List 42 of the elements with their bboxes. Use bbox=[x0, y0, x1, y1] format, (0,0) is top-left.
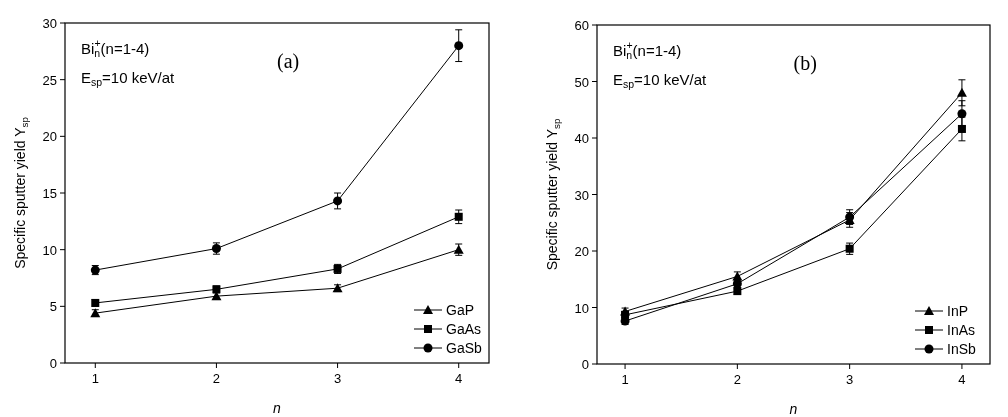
y-tick-label: 20 bbox=[574, 244, 589, 259]
y-tick-label: 0 bbox=[581, 357, 589, 372]
x-tick-label: 2 bbox=[212, 371, 221, 386]
legend-label: GaP bbox=[446, 302, 475, 318]
x-tick-label: 3 bbox=[846, 372, 854, 387]
y-tick-label: 5 bbox=[49, 299, 57, 315]
point bbox=[454, 41, 464, 51]
x-tick-label: 1 bbox=[91, 371, 99, 386]
x-tick-label: 3 bbox=[333, 371, 342, 386]
x-tick-label: 1 bbox=[621, 372, 629, 387]
y-tick-label: 30 bbox=[574, 187, 589, 203]
x-tick-label: 4 bbox=[958, 372, 966, 387]
y-tick-label: 25 bbox=[42, 72, 57, 88]
y-tick-label: 50 bbox=[574, 74, 589, 90]
annotation: (b) bbox=[793, 52, 817, 75]
point bbox=[956, 87, 967, 97]
annotation: Bi$_{n}$$^{+}$(n=1-4) bbox=[81, 37, 150, 60]
x-axis-title: n bbox=[789, 401, 798, 417]
point bbox=[620, 306, 631, 316]
point bbox=[333, 196, 343, 206]
point bbox=[957, 124, 966, 133]
x-tick-label: 2 bbox=[733, 372, 741, 387]
legend-label: InSb bbox=[947, 341, 977, 357]
y-tick-label: 0 bbox=[49, 356, 57, 371]
legend-label: GaAs bbox=[446, 321, 482, 337]
y-tick-label: 60 bbox=[574, 18, 589, 33]
annotation: Bi$_{n}$$^{+}$(n=1-4) bbox=[613, 39, 682, 62]
legend-label: InAs bbox=[947, 322, 976, 338]
point bbox=[454, 212, 463, 221]
annotation: E$_{sp}$=10 keV/at bbox=[81, 69, 176, 89]
y-tick-label: 20 bbox=[42, 129, 57, 145]
legend-label: GaSb bbox=[446, 340, 483, 356]
y-tick-label: 15 bbox=[42, 186, 57, 201]
y-tick-label: 10 bbox=[574, 300, 589, 316]
legend-label: InP bbox=[947, 303, 969, 319]
annotation: E$_{sp}$=10 keV/at bbox=[613, 71, 708, 91]
x-axis-title: n bbox=[273, 400, 282, 416]
x-tick-label: 4 bbox=[455, 371, 463, 386]
y-tick-label: 40 bbox=[574, 131, 589, 146]
y-tick-label: 10 bbox=[42, 242, 57, 258]
y-tick-label: 30 bbox=[42, 16, 57, 31]
annotation: (a) bbox=[277, 50, 300, 73]
